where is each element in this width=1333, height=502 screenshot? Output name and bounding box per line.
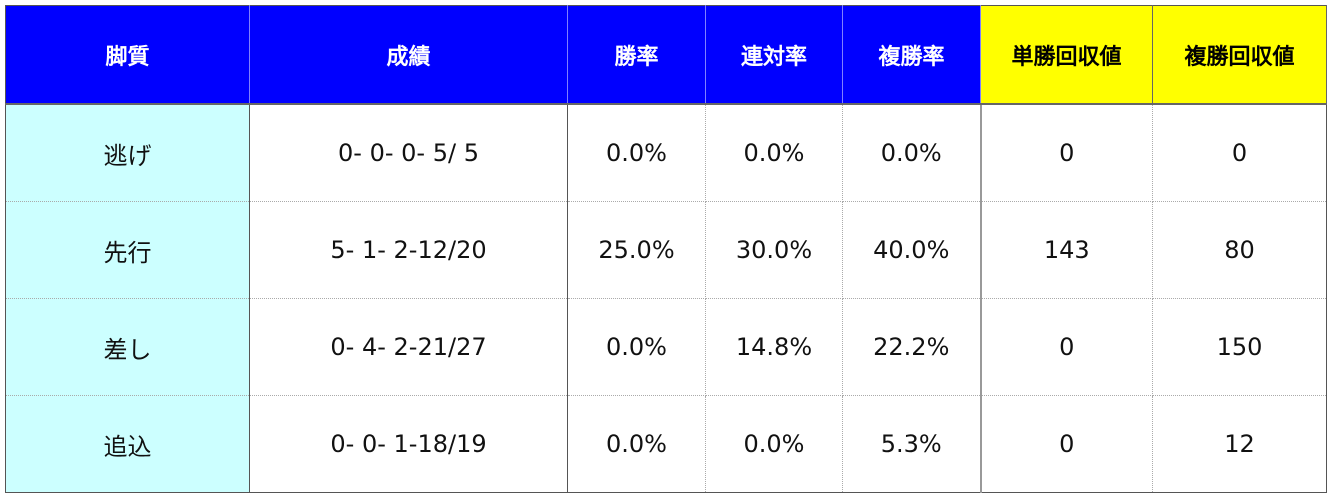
table-cell: 5.3%: [842, 395, 982, 493]
table-cell: 25.0%: [567, 201, 706, 299]
table-cell: 30.0%: [705, 201, 843, 299]
table-row: 逃げ 0- 0- 0- 5/ 5 0.0% 0.0% 0.0% 0 0: [5, 104, 1327, 202]
table-cell: 0- 0- 0- 5/ 5: [249, 104, 568, 202]
stats-table: 脚質 成績 勝率 連対率 複勝率 単勝回収値 複勝回収値 逃げ 0- 0- 0- 5/ 5 0.…: [5, 5, 1327, 493]
column-header: 脚質: [5, 5, 250, 105]
table-cell: 0.0%: [567, 395, 706, 493]
table-cell: 143: [980, 201, 1153, 299]
table-row: 追込 0- 0- 1-18/19 0.0% 0.0% 5.3% 0 12: [5, 395, 1327, 493]
table-cell: 0.0%: [705, 104, 843, 202]
table-cell: 0- 0- 1-18/19: [249, 395, 568, 493]
column-header: 単勝回収値: [980, 5, 1153, 105]
column-header: 連対率: [705, 5, 843, 105]
table-cell: 150: [1152, 298, 1327, 396]
header-row: 脚質 成績 勝率 連対率 複勝率 単勝回収値 複勝回収値: [5, 5, 1327, 105]
table-cell: 0.0%: [567, 298, 706, 396]
table-cell: 0: [980, 395, 1153, 493]
table-cell: 12: [1152, 395, 1327, 493]
table-cell: 0: [980, 104, 1153, 202]
table-cell: 0- 4- 2-21/27: [249, 298, 568, 396]
column-header: 成績: [249, 5, 568, 105]
table-cell: 40.0%: [842, 201, 982, 299]
table-cell: 22.2%: [842, 298, 982, 396]
row-label: 逃げ: [5, 104, 250, 202]
table-cell: 0.0%: [567, 104, 706, 202]
table-row: 先行 5- 1- 2-12/20 25.0% 30.0% 40.0% 143 80: [5, 201, 1327, 299]
table-cell: 14.8%: [705, 298, 843, 396]
table-cell: 0.0%: [842, 104, 982, 202]
table-row: 差し 0- 4- 2-21/27 0.0% 14.8% 22.2% 0 150: [5, 298, 1327, 396]
column-header: 複勝回収値: [1152, 5, 1327, 105]
table-cell: 0: [980, 298, 1153, 396]
table-cell: 0.0%: [705, 395, 843, 493]
column-header: 複勝率: [842, 5, 981, 105]
column-header: 勝率: [567, 5, 706, 105]
table-cell: 80: [1152, 201, 1327, 299]
row-label: 先行: [5, 201, 250, 299]
table-cell: 0: [1152, 104, 1327, 202]
table-cell: 5- 1- 2-12/20: [249, 201, 568, 299]
row-label: 追込: [5, 395, 250, 493]
row-label: 差し: [5, 298, 250, 396]
